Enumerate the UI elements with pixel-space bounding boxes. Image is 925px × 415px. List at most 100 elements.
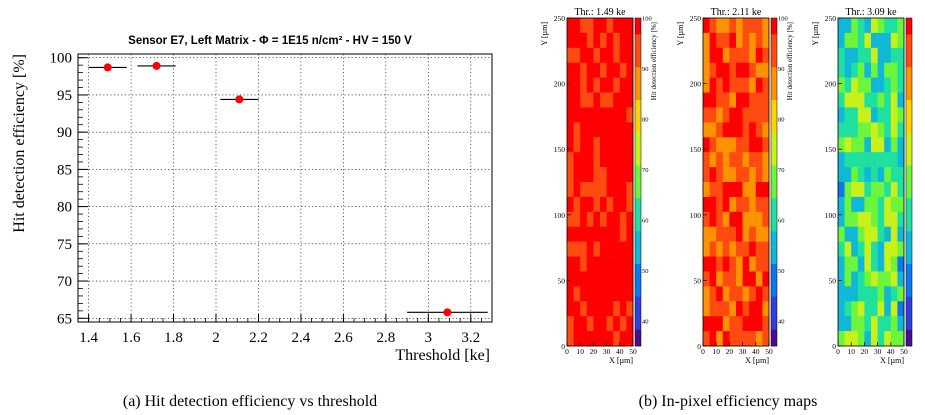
- heatmap-cell: [606, 47, 614, 64]
- heatmap-cell: [742, 18, 750, 34]
- colorbar-frame: [634, 17, 642, 347]
- colorbar-segment: [635, 247, 641, 257]
- heatmap-y-tick-label: 250: [825, 14, 837, 23]
- y-tick-label: 90: [57, 125, 72, 141]
- colorbar-segment: [635, 182, 641, 191]
- heatmap-cell: [736, 241, 743, 257]
- colorbar-tick-label: 90: [642, 66, 649, 73]
- heatmap-cell: [567, 107, 574, 123]
- colorbar-segment: [771, 50, 777, 60]
- heatmap-cell: [703, 241, 710, 257]
- colorbar-segment: [635, 75, 641, 84]
- heatmap-cell: [844, 196, 852, 213]
- heatmap-cell: [736, 271, 743, 287]
- heatmap-cell: [619, 196, 627, 213]
- heatmap-cell: [736, 62, 743, 78]
- heatmap-cell: [851, 62, 859, 78]
- heatmap-cell: [567, 301, 574, 317]
- heatmap-cell: [580, 152, 588, 168]
- heatmap-cell: [736, 211, 743, 228]
- colorbar-segment: [635, 34, 641, 43]
- heatmap-cell: [749, 18, 757, 34]
- x-tick-label: 3.2: [461, 330, 480, 346]
- heatmap-cell: [580, 256, 588, 272]
- colorbar-segment: [635, 255, 641, 265]
- x-tick-label: 1.6: [122, 330, 141, 346]
- heatmap-cell: [838, 77, 845, 93]
- heatmap-cell: [742, 256, 750, 272]
- heatmap-cell: [573, 107, 581, 123]
- heatmap-cell: [736, 18, 743, 34]
- heatmap-cell: [619, 182, 627, 198]
- heatmap-cell: [884, 62, 892, 78]
- heatmap-cell: [573, 92, 581, 108]
- heatmap-cell: [851, 256, 859, 272]
- heatmap-cell: [864, 271, 872, 287]
- colorbar-segment: [771, 296, 777, 306]
- heatmap-y-tick-label: 50: [558, 276, 566, 285]
- heatmap-cell: [580, 62, 588, 78]
- heatmap-cell: [703, 47, 710, 64]
- colorbar-segment: [906, 91, 912, 101]
- colorbar-segment: [635, 26, 641, 35]
- heatmap-cell: [857, 182, 865, 198]
- heatmap-cell: [593, 286, 601, 302]
- heatmap-y-label: Y [µm]: [811, 22, 820, 46]
- colorbar-segment: [635, 165, 641, 175]
- heatmap-cell: [567, 286, 574, 302]
- heatmap-cell: [722, 256, 730, 272]
- colorbar-segment: [906, 264, 912, 273]
- colorbar-segment: [771, 313, 777, 322]
- heatmap-cell: [884, 271, 892, 287]
- heatmap-cell: [567, 122, 574, 138]
- colorbar-segment: [771, 141, 777, 150]
- heatmap-cell: [573, 256, 581, 272]
- heatmap-cell: [729, 211, 737, 228]
- colorbar-segment: [771, 280, 777, 289]
- heatmap-cell: [580, 226, 588, 242]
- heatmap-cell: [722, 271, 730, 287]
- colorbar-segment: [771, 321, 777, 330]
- heatmap-cell: [755, 47, 763, 64]
- heatmap-cell: [580, 182, 588, 198]
- heatmap-cell: [593, 196, 601, 213]
- heatmap-cell: [897, 92, 905, 108]
- heatmap-y-tick-label: 150: [825, 145, 837, 154]
- heatmap-cell: [573, 62, 581, 78]
- heatmap-cell: [884, 211, 892, 228]
- heatmap-cell: [838, 122, 845, 138]
- heatmap-cell: [606, 196, 614, 213]
- heatmap-cell: [864, 256, 872, 272]
- heatmap-cell: [573, 47, 581, 64]
- heatmap-cell: [722, 77, 730, 93]
- colorbar-tick-label: 80: [642, 116, 649, 123]
- colorbar-segment: [906, 198, 912, 207]
- heatmap-cell: [573, 32, 581, 49]
- y-tick-label: 100: [50, 51, 73, 67]
- heatmap-cell: [600, 122, 607, 138]
- heatmap-y-tick-label: 200: [690, 80, 702, 89]
- heatmap-cell: [844, 167, 852, 183]
- heatmap-cell: [890, 316, 898, 332]
- heatmap-x-tick-label: 40: [616, 347, 624, 356]
- heatmap-cell: [613, 107, 621, 123]
- heatmap-x-tick-label: 10: [847, 347, 855, 356]
- heatmap-cell: [606, 92, 614, 108]
- heatmap-cell: [864, 196, 872, 213]
- heatmap-cell: [851, 152, 859, 168]
- heatmap-cell: [729, 316, 737, 332]
- heatmap-x-tick-label: 40: [887, 347, 895, 356]
- colorbar-segment: [906, 329, 912, 339]
- heatmap-cell: [736, 226, 743, 242]
- heatmap-cell: [749, 301, 757, 317]
- heatmap-cell: [593, 92, 601, 108]
- heatmap-cell: [838, 18, 845, 34]
- heatmap-cell: [749, 152, 757, 168]
- heatmap-cell: [567, 211, 574, 228]
- heatmap-cell: [857, 167, 865, 183]
- heatmap-cell: [890, 32, 898, 49]
- heatmap-cell: [884, 196, 892, 213]
- heatmap-cell: [703, 32, 710, 49]
- colorbar-segment: [771, 157, 777, 166]
- heatmap-cell: [613, 152, 621, 168]
